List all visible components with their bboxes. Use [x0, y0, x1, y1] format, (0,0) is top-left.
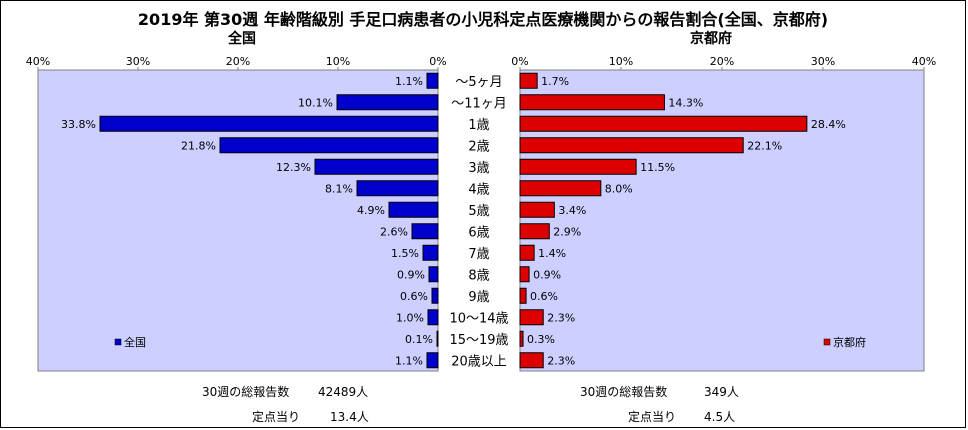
- national-bar: [99, 115, 439, 132]
- chart-title: 2019年 第30週 年齢階級別 手足口病患者の小児科定点医療機関からの報告割合…: [137, 10, 829, 29]
- national-data-label: 4.9%: [357, 204, 385, 217]
- national-panel-title: 全国: [228, 31, 256, 47]
- kyoto-data-label: 0.3%: [527, 333, 555, 346]
- national-data-label: 0.6%: [400, 290, 428, 303]
- national-bar: [314, 158, 439, 175]
- kyoto-data-label: 22.1%: [747, 139, 782, 152]
- national-data-label: 2.6%: [380, 225, 408, 238]
- national-data-label: 1.1%: [395, 354, 423, 367]
- age-category-label: 8歳: [468, 268, 489, 283]
- kyoto-data-label: 3.4%: [558, 204, 586, 217]
- age-category-label: 4歳: [468, 182, 489, 197]
- kyoto-per-label: 定点当り: [628, 410, 677, 424]
- national-bar: [426, 72, 439, 89]
- age-distribution-chart: 0% 0% 10% 10% 20% 20% 30% 30% 40% 40% ～5ヶ月 1.1% 1.7%…: [26, 55, 936, 372]
- kyoto-legend-swatch: [823, 338, 831, 346]
- age-category-label: 5歳: [468, 204, 489, 219]
- kyoto-data-label: 0.9%: [533, 268, 561, 281]
- national-total-label: 30週の総報告数: [202, 385, 290, 399]
- national-bar: [388, 201, 439, 218]
- kyoto-x-tick-label: 0%: [511, 55, 528, 68]
- age-category-label: 1歳: [468, 118, 489, 133]
- national-x-tick-label: 20%: [226, 55, 250, 68]
- national-bar: [436, 330, 439, 347]
- kyoto-data-label: 2.3%: [547, 354, 575, 367]
- age-category-label: 10～14歳: [449, 311, 508, 326]
- kyoto-bar: [519, 72, 538, 89]
- national-x-tick-label: 30%: [126, 55, 150, 68]
- kyoto-bar: [519, 223, 550, 240]
- national-bar: [422, 244, 439, 261]
- kyoto-data-label: 2.3%: [547, 311, 575, 324]
- kyoto-bar: [519, 158, 637, 175]
- national-x-tick-label: 0%: [429, 55, 446, 68]
- kyoto-data-label: 1.7%: [541, 75, 569, 88]
- national-bar: [411, 223, 439, 240]
- national-data-label: 0.1%: [405, 333, 433, 346]
- kyoto-data-label: 0.6%: [530, 290, 558, 303]
- national-data-label: 10.1%: [298, 96, 333, 109]
- kyoto-data-label: 2.9%: [553, 225, 581, 238]
- kyoto-plot-area: [519, 69, 925, 372]
- kyoto-bar: [519, 201, 555, 218]
- kyoto-total-label: 30週の総報告数: [580, 385, 668, 399]
- kyoto-bar: [519, 287, 527, 304]
- kyoto-legend-label: 京都府: [833, 335, 866, 349]
- national-data-label: 1.1%: [395, 75, 423, 88]
- age-category-label: 2歳: [468, 139, 489, 154]
- kyoto-data-label: 14.3%: [668, 96, 703, 109]
- kyoto-bar: [519, 244, 535, 261]
- kyoto-bar: [519, 137, 744, 154]
- kyoto-total-value: 349人: [704, 385, 739, 399]
- kyoto-x-tick-label: 40%: [912, 55, 936, 68]
- national-data-label: 8.1%: [325, 182, 353, 195]
- kyoto-bar: [519, 94, 665, 111]
- age-category-label: 3歳: [468, 161, 489, 176]
- age-category-label: 6歳: [468, 225, 489, 240]
- kyoto-x-tick-label: 30%: [811, 55, 835, 68]
- kyoto-data-label: 1.4%: [538, 247, 566, 260]
- national-bar: [336, 94, 439, 111]
- national-legend-swatch: [114, 338, 122, 346]
- kyoto-bar: [519, 115, 808, 132]
- kyoto-per-value: 4.5人: [704, 410, 736, 424]
- national-bar: [426, 352, 439, 369]
- national-data-label: 12.3%: [276, 161, 311, 174]
- age-category-label: ～11ヶ月: [451, 96, 507, 111]
- national-total-value: 42489人: [318, 385, 369, 399]
- kyoto-x-tick-label: 10%: [609, 55, 633, 68]
- national-data-label: 1.0%: [396, 311, 424, 324]
- national-data-label: 33.8%: [61, 118, 96, 131]
- national-plot-area: [37, 69, 439, 372]
- national-bar: [219, 137, 439, 154]
- national-per-label: 定点当り: [252, 410, 301, 424]
- national-per-value: 13.4人: [330, 410, 369, 424]
- national-bar: [427, 309, 439, 326]
- kyoto-data-label: 11.5%: [640, 161, 675, 174]
- kyoto-data-label: 28.4%: [811, 118, 846, 131]
- national-x-tick-label: 10%: [326, 55, 350, 68]
- kyoto-data-label: 8.0%: [605, 182, 633, 195]
- kyoto-bar: [519, 180, 602, 197]
- age-category-label: ～5ヶ月: [455, 75, 502, 90]
- kyoto-bar: [519, 352, 544, 369]
- national-data-label: 0.9%: [397, 268, 425, 281]
- kyoto-x-tick-label: 20%: [710, 55, 734, 68]
- age-category-label: 15～19歳: [449, 333, 508, 348]
- national-x-tick-label: 40%: [26, 55, 50, 68]
- age-category-label: 20歳以上: [451, 354, 507, 369]
- kyoto-bar: [519, 266, 530, 283]
- national-data-label: 21.8%: [181, 139, 216, 152]
- national-bar: [431, 287, 439, 304]
- national-legend-label: 全国: [124, 335, 146, 349]
- age-category-label: 7歳: [468, 247, 489, 262]
- national-bar: [428, 266, 439, 283]
- national-data-label: 1.5%: [391, 247, 419, 260]
- kyoto-panel-title: 京都府: [690, 31, 732, 47]
- kyoto-bar: [519, 330, 524, 347]
- kyoto-bar: [519, 309, 544, 326]
- age-category-label: 9歳: [468, 290, 489, 305]
- national-bar: [356, 180, 439, 197]
